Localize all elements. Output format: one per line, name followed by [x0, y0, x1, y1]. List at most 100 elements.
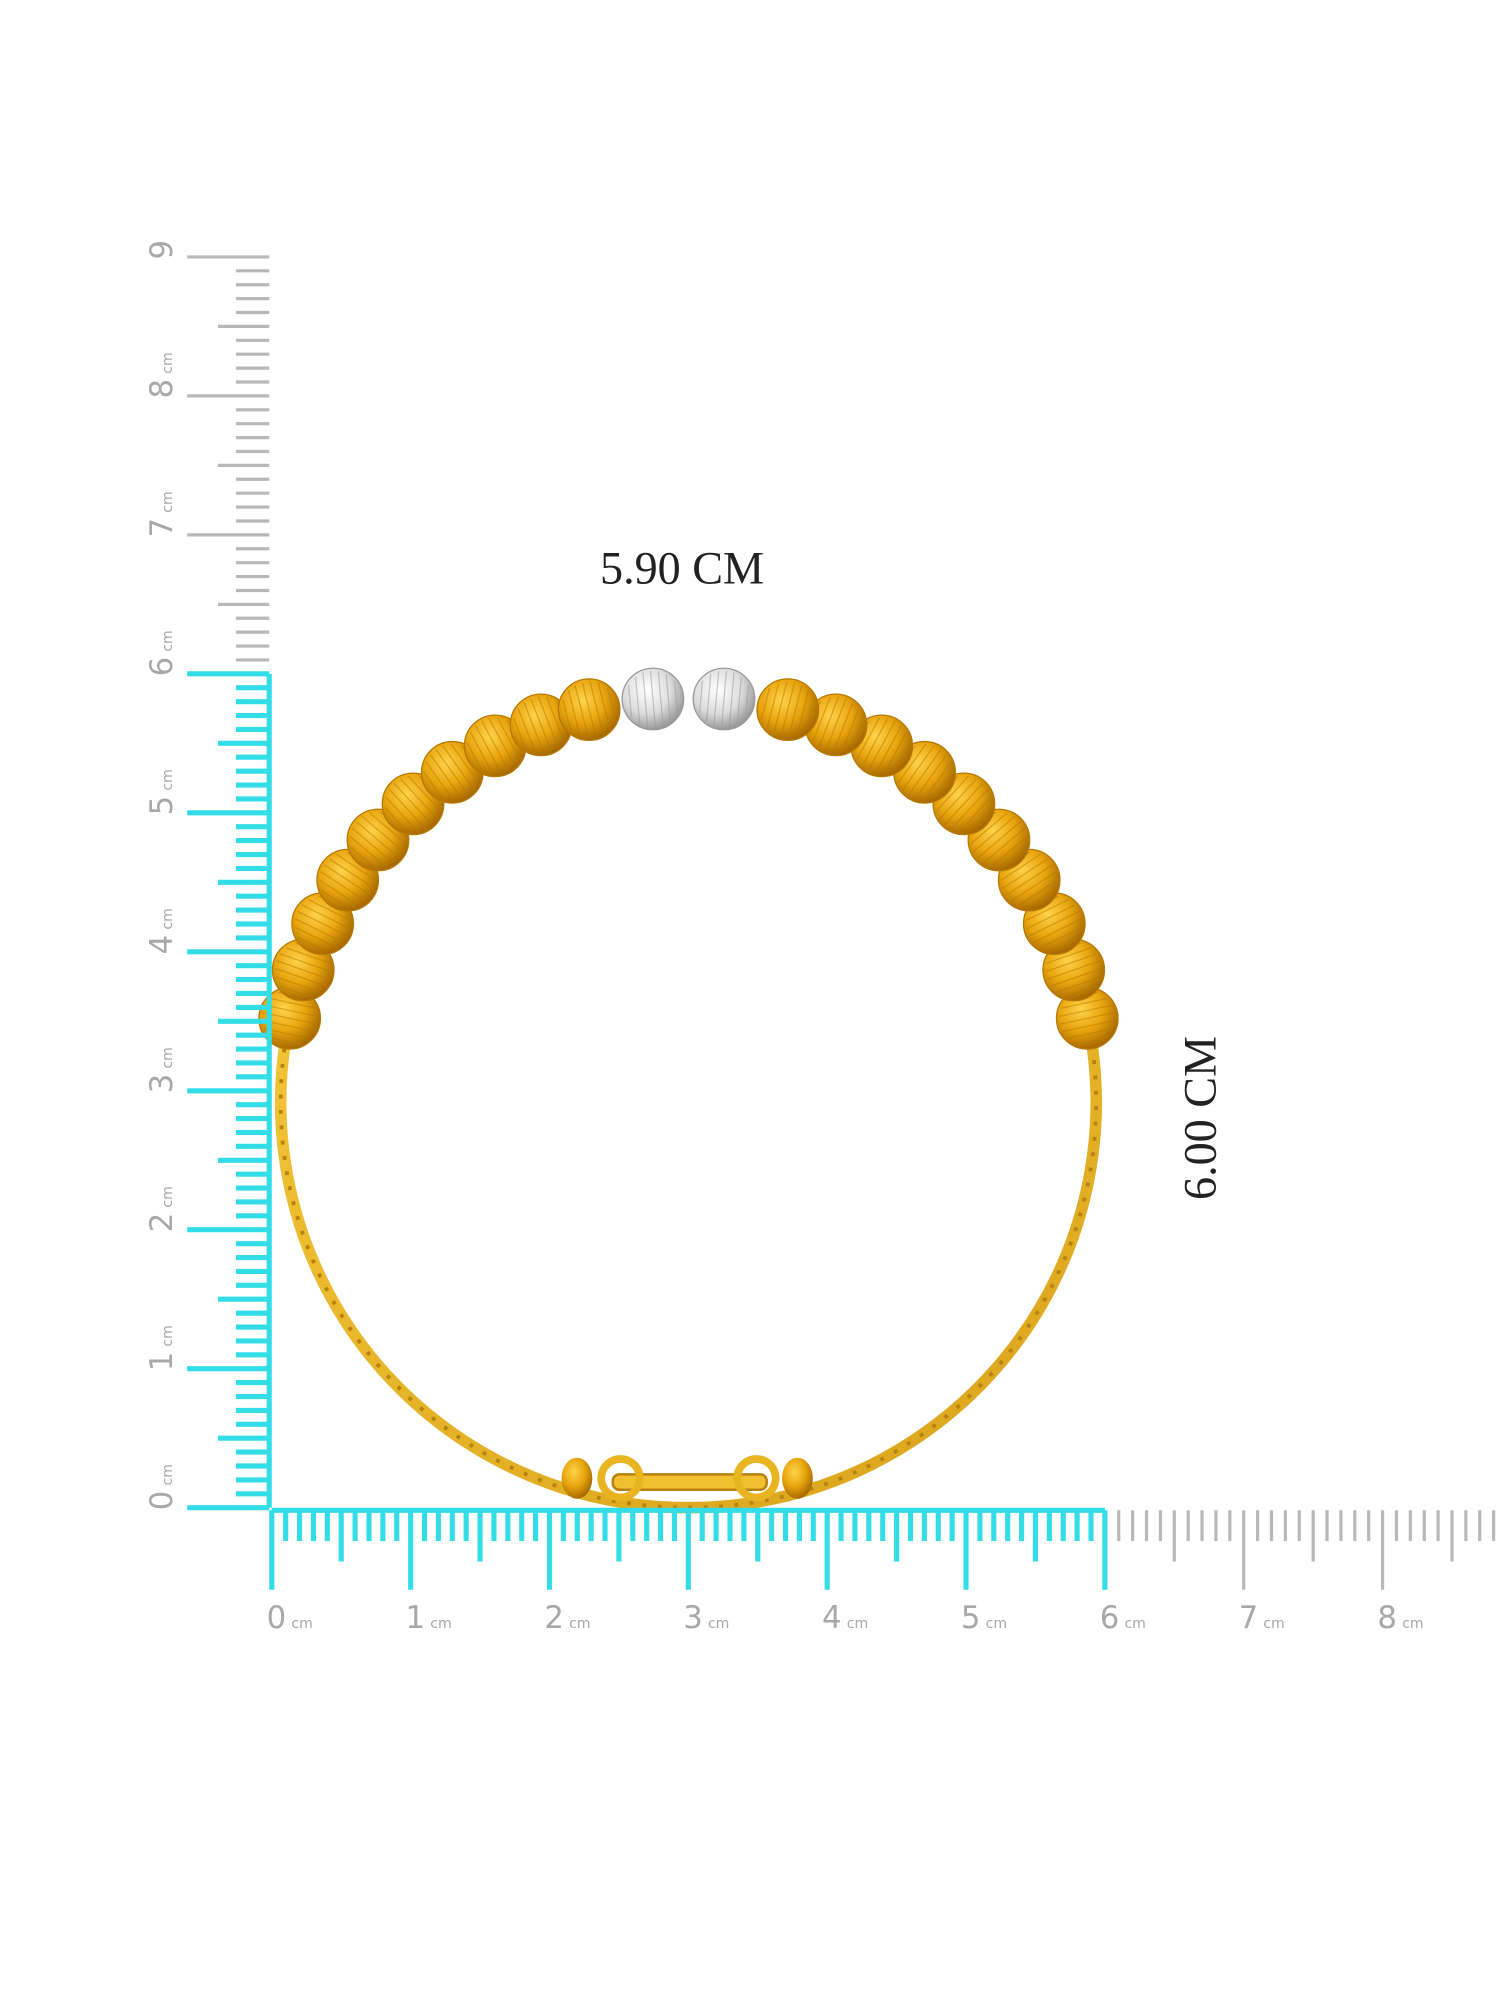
ruler-label: 9: [144, 240, 180, 260]
bead-stripe: [780, 682, 796, 738]
ruler-number: 7: [1239, 1600, 1259, 1636]
ruler-unit: cm: [160, 1186, 176, 1207]
bead-stripe: [736, 676, 743, 724]
bead-stripe: [469, 732, 494, 775]
bead-stripe: [944, 782, 984, 826]
bead-stripe: [442, 745, 475, 791]
clasp-cap: [561, 1457, 593, 1499]
ruler-label: 6 cm: [144, 630, 180, 676]
bead-stripe: [301, 904, 351, 930]
bead-stripe: [1049, 936, 1080, 953]
bead-stripe: [369, 812, 407, 845]
bead-stripe: [319, 879, 360, 907]
ruler-unit: cm: [160, 491, 176, 512]
wire-twist: [278, 1017, 1099, 1510]
bead-stripe: [450, 743, 480, 784]
ruler-label: 5 cm: [961, 1600, 1007, 1636]
bead-stripe: [744, 684, 750, 718]
bead-stripe: [356, 821, 400, 859]
ruler-label: 1 cm: [144, 1325, 180, 1371]
ruler-label: 3 cm: [144, 1047, 180, 1093]
bead-stripe: [698, 680, 704, 714]
bead-stripe: [713, 671, 720, 726]
bead-stripe: [274, 967, 327, 987]
bead-stripe: [805, 699, 815, 732]
bead-stripe: [589, 681, 604, 735]
bead-stripe: [867, 720, 896, 771]
clasp-ring: [733, 1455, 780, 1502]
bead-stripe: [336, 853, 377, 881]
bead-stripe: [850, 717, 864, 749]
bead-stripe: [567, 690, 581, 737]
ruler-unit: cm: [1124, 1616, 1145, 1632]
bead-stripe: [474, 725, 502, 774]
bead-stripe: [818, 696, 840, 748]
rulers: 0 cm 1 cm 2 cm 3 cm 4 cm 5 cm 6 cm 7 cm 8 cm0cm1cm2cm3cm4…: [144, 240, 1496, 1636]
bead-stripe: [435, 748, 470, 796]
ruler-label: 2 cm: [144, 1186, 180, 1232]
bead-stripe: [627, 684, 632, 718]
ruler-number: 5: [144, 796, 180, 816]
ruler-number: 2: [144, 1213, 180, 1233]
ruler-unit: cm: [430, 1616, 451, 1632]
bead-stripe: [642, 672, 649, 727]
bead-stripe: [936, 775, 969, 812]
clasp-cap: [782, 1457, 813, 1499]
bead-stripe: [294, 918, 344, 944]
ruler-label: 5 cm: [144, 769, 180, 815]
bead-stripe: [323, 864, 372, 897]
ruler-unit: cm: [160, 630, 176, 651]
bead-stripe: [349, 835, 387, 868]
ruler-unit: cm: [160, 908, 176, 929]
bead-stripe: [429, 754, 463, 800]
bead-stripe: [1000, 853, 1041, 881]
bead-stripe: [597, 682, 611, 729]
ruler-unit: cm: [160, 1325, 176, 1346]
bead-stripe: [423, 772, 444, 800]
ruler-label: 0cm: [144, 1464, 180, 1510]
ruler-label: 4 cm: [144, 908, 180, 954]
bead-stripe: [466, 742, 484, 772]
bead-stripe: [388, 788, 427, 830]
bead-stripe: [720, 670, 728, 728]
bead-stripe: [1033, 918, 1083, 944]
bead-stripe: [264, 1004, 318, 1018]
bead-stripe: [914, 754, 948, 800]
height-dimension: 6.00 CM: [1174, 1036, 1225, 1200]
bead-stripe: [280, 985, 312, 998]
bead-stripe: [321, 889, 349, 909]
ruler-label: 7 cm: [144, 491, 180, 537]
ruler-number: 1: [144, 1352, 180, 1372]
bead-stripe: [297, 910, 349, 937]
ruler-number: 2: [544, 1600, 564, 1636]
ruler-unit: cm: [160, 1047, 176, 1068]
ruler-label: 4 cm: [822, 1600, 868, 1636]
bead-stripe: [841, 708, 860, 753]
bead-stripe: [384, 807, 408, 832]
ruler-number: 0: [267, 1600, 287, 1636]
bead-stripe: [275, 976, 321, 993]
bead-stripe: [939, 778, 978, 820]
bead-stripe: [606, 688, 617, 720]
ruler-label: 3 cm: [683, 1600, 729, 1636]
bead-stripe: [796, 690, 810, 737]
bead-stripe: [958, 796, 992, 833]
bead-stripe: [982, 827, 1026, 864]
bead-stripe: [581, 682, 597, 738]
bead-stripe: [705, 674, 712, 722]
bead-stripe: [907, 748, 942, 796]
bead-stripe: [1010, 871, 1057, 903]
bead-stripe: [285, 947, 331, 964]
bead-stripe: [861, 718, 889, 767]
bracelet: [258, 667, 1119, 1514]
bead-stripe: [990, 835, 1028, 868]
bead-stripe: [766, 682, 780, 729]
bead-stripe: [1056, 976, 1102, 993]
bead-stripe: [788, 685, 803, 738]
bead-stripe: [546, 697, 565, 742]
bead-stripe: [728, 672, 735, 727]
bead-stripe: [393, 782, 433, 826]
bead-stripe: [972, 816, 1016, 853]
